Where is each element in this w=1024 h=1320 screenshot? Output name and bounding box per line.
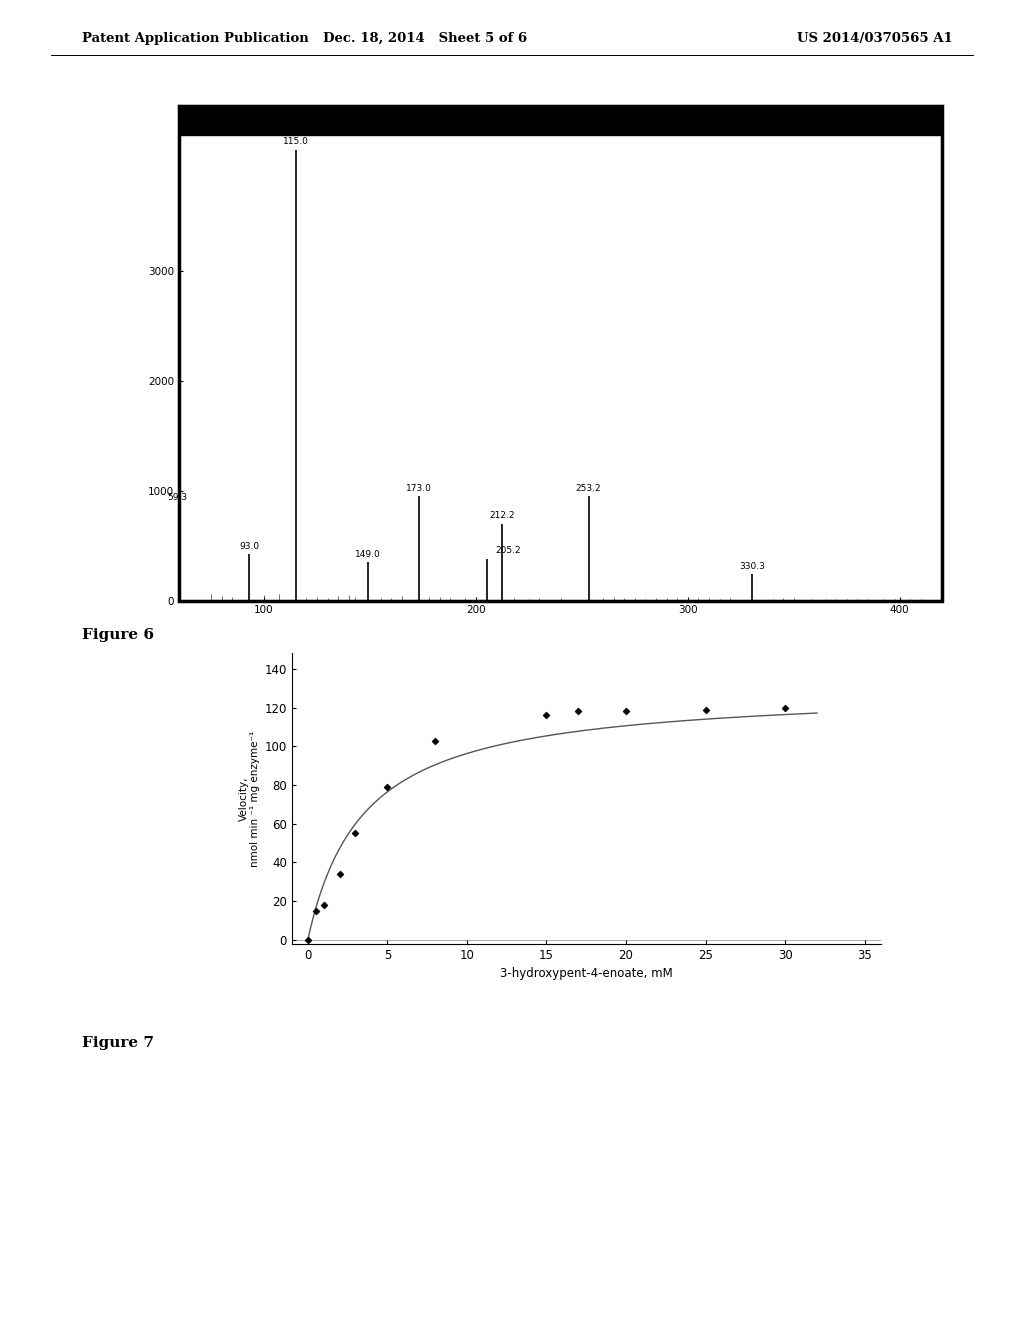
Bar bbox=[179, 106, 942, 601]
Text: 149.0: 149.0 bbox=[355, 550, 381, 558]
X-axis label: 3-hydroxypent-4-enoate, mM: 3-hydroxypent-4-enoate, mM bbox=[500, 968, 673, 981]
Text: Intens.: Intens. bbox=[186, 120, 225, 131]
Text: 253.2: 253.2 bbox=[575, 484, 601, 492]
Text: 212.2: 212.2 bbox=[489, 511, 514, 520]
Text: 173.0: 173.0 bbox=[406, 484, 431, 492]
Text: 115.0: 115.0 bbox=[283, 137, 308, 147]
Text: 205.2: 205.2 bbox=[496, 546, 521, 556]
Bar bbox=[179, 106, 942, 135]
Text: 93.0: 93.0 bbox=[239, 543, 259, 552]
Y-axis label: Velocity,
nmol min ⁻¹ mg enzyme⁻¹: Velocity, nmol min ⁻¹ mg enzyme⁻¹ bbox=[239, 730, 260, 867]
Text: 330.3: 330.3 bbox=[739, 562, 765, 570]
Text: 59.3: 59.3 bbox=[168, 492, 187, 502]
Text: Figure 6: Figure 6 bbox=[82, 628, 154, 643]
Text: Dec. 18, 2014   Sheet 5 of 6: Dec. 18, 2014 Sheet 5 of 6 bbox=[323, 32, 527, 45]
Text: US 2014/0370565 A1: US 2014/0370565 A1 bbox=[797, 32, 952, 45]
Text: Patent Application Publication: Patent Application Publication bbox=[82, 32, 308, 45]
Text: Figure 7: Figure 7 bbox=[82, 1036, 154, 1051]
